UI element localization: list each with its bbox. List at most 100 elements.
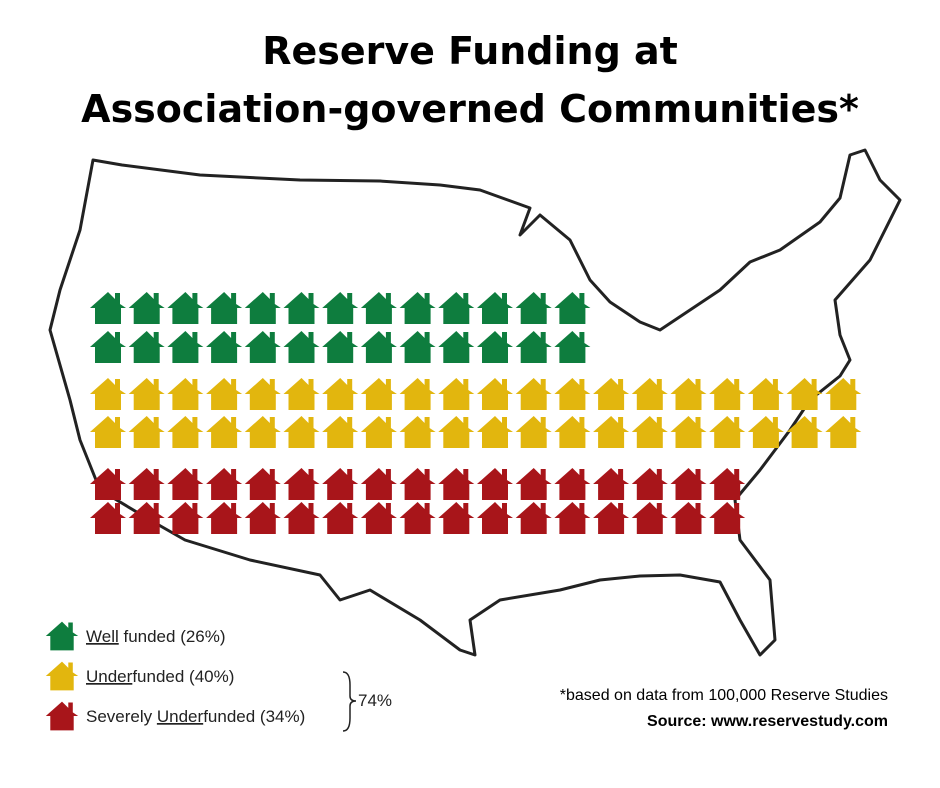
house-icon: [399, 292, 436, 324]
house-icon: [206, 502, 243, 534]
house-icon: [593, 378, 630, 410]
legend-label-part: funded (40%): [132, 667, 234, 686]
house-icon: [554, 331, 591, 363]
legend-label: Underfunded (40%): [86, 667, 234, 686]
chart-title: Reserve Funding at: [262, 29, 678, 73]
house-icon: [244, 416, 281, 448]
house-icon: [128, 416, 165, 448]
house-icon: [709, 468, 746, 500]
house-icon: [399, 502, 436, 534]
house-icon: [360, 292, 397, 324]
house-icon: [322, 416, 359, 448]
house-icon: [90, 502, 126, 534]
legend-icon: [45, 701, 79, 731]
house-icon: [631, 416, 668, 448]
chart-title: Association-governed Communities*: [81, 87, 859, 131]
legend-label: Well funded (26%): [86, 627, 226, 646]
house-icon: [167, 502, 204, 534]
house-icon: [709, 416, 746, 448]
house-icon: [128, 502, 165, 534]
house-icon: [515, 378, 552, 410]
legend-label-part: funded (26%): [119, 627, 226, 646]
house-icon: [554, 502, 591, 534]
house-icon: [360, 331, 397, 363]
house-icon: [825, 416, 862, 448]
house-icon: [515, 331, 552, 363]
house-icon: [631, 502, 668, 534]
house-icon: [438, 502, 475, 534]
house-icon: [477, 331, 513, 363]
house-icon: [477, 378, 513, 410]
house-icon: [593, 416, 630, 448]
house-icon: [360, 416, 397, 448]
house-icon: [90, 378, 126, 410]
house-icon: [747, 378, 784, 410]
house-icon: [128, 292, 165, 324]
house-icon: [786, 416, 823, 448]
house-icon: [128, 468, 165, 500]
house-icon: [283, 468, 320, 500]
house-icon: [360, 378, 397, 410]
house-icon: [670, 502, 707, 534]
house-icon: [593, 502, 630, 534]
house-icon: [206, 378, 243, 410]
house-icon: [786, 378, 823, 410]
house-icon: [477, 502, 513, 534]
house-icon: [90, 331, 126, 363]
house-icon: [322, 502, 359, 534]
house-icon: [709, 502, 746, 534]
house-icon: [322, 292, 359, 324]
house-icon: [825, 378, 862, 410]
house-icon: [360, 502, 397, 534]
house-icon: [244, 468, 281, 500]
house-icon: [631, 378, 668, 410]
house-icon: [90, 416, 126, 448]
legend-label-part: Under: [86, 667, 133, 686]
house-icon: [206, 468, 243, 500]
house-icon: [360, 468, 397, 500]
house-icon: [670, 416, 707, 448]
house-icon: [438, 416, 475, 448]
bracket-label: 74%: [358, 691, 392, 710]
house-icon: [244, 378, 281, 410]
house-icon: [515, 292, 552, 324]
legend-label: Severely Underfunded (34%): [86, 707, 305, 726]
legend-label-part: Under: [157, 707, 204, 726]
house-icon: [167, 378, 204, 410]
house-icon: [670, 468, 707, 500]
house-icon: [554, 378, 591, 410]
house-icon: [322, 468, 359, 500]
house-icon: [128, 378, 165, 410]
house-icon: [747, 416, 784, 448]
footnote: *based on data from 100,000 Reserve Stud…: [560, 687, 888, 704]
legend-label-part: Severely: [86, 707, 157, 726]
house-icon: [477, 468, 513, 500]
house-icon: [515, 502, 552, 534]
legend-icon: [45, 621, 79, 651]
house-icon: [554, 292, 591, 324]
house-icon: [438, 331, 475, 363]
house-icon: [593, 468, 630, 500]
house-icon: [167, 331, 204, 363]
house-icon: [670, 378, 707, 410]
house-icon: [90, 292, 126, 324]
source: Source: www.reservestudy.com: [647, 713, 888, 730]
house-icon: [283, 331, 320, 363]
house-icon: [206, 416, 243, 448]
house-icon: [167, 468, 204, 500]
house-icon: [709, 378, 746, 410]
house-icon: [283, 292, 320, 324]
house-icon: [244, 331, 281, 363]
house-icon: [90, 468, 126, 500]
house-icon: [206, 331, 243, 363]
house-icon: [244, 292, 281, 324]
house-icon: [399, 378, 436, 410]
house-icon: [283, 416, 320, 448]
house-icon: [399, 468, 436, 500]
house-icon: [477, 292, 513, 324]
house-icon: [206, 292, 243, 324]
house-icon: [283, 378, 320, 410]
house-icon: [631, 468, 668, 500]
house-icon: [322, 378, 359, 410]
